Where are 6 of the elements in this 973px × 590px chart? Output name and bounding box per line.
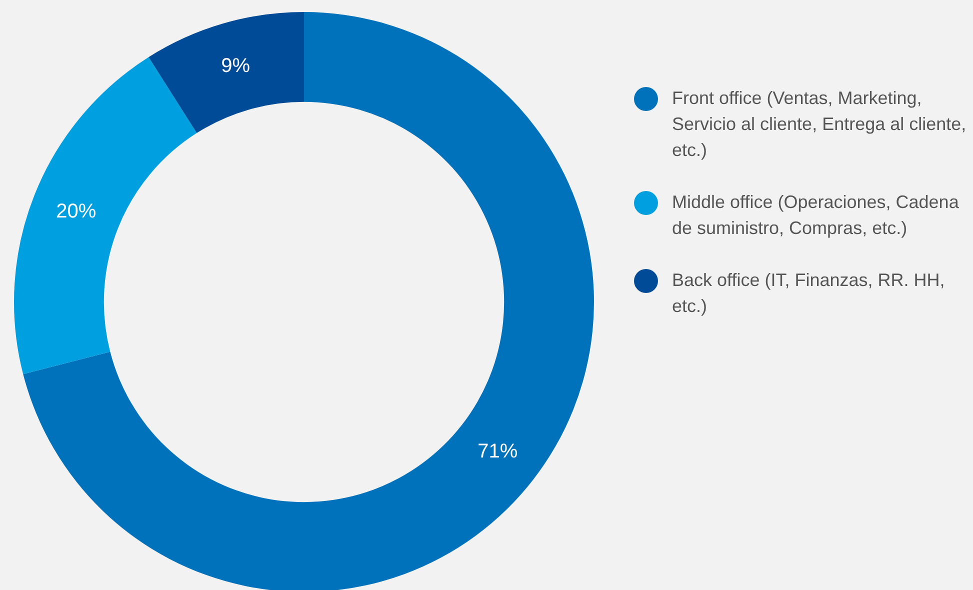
data-label: 20%	[56, 200, 96, 222]
legend-label: Back office (IT, Finanzas, RR. HH, etc.)	[672, 269, 946, 318]
legend-label: Front office (Ventas, Marketing, Servicio al cliente, Entrega al cliente, etc.)	[672, 87, 968, 162]
data-label: 71%	[478, 440, 518, 463]
data-label: 9%	[221, 55, 250, 78]
legend-label: Middle office (Operaciones, Cadena de suministro, Compras, etc.)	[672, 191, 960, 240]
